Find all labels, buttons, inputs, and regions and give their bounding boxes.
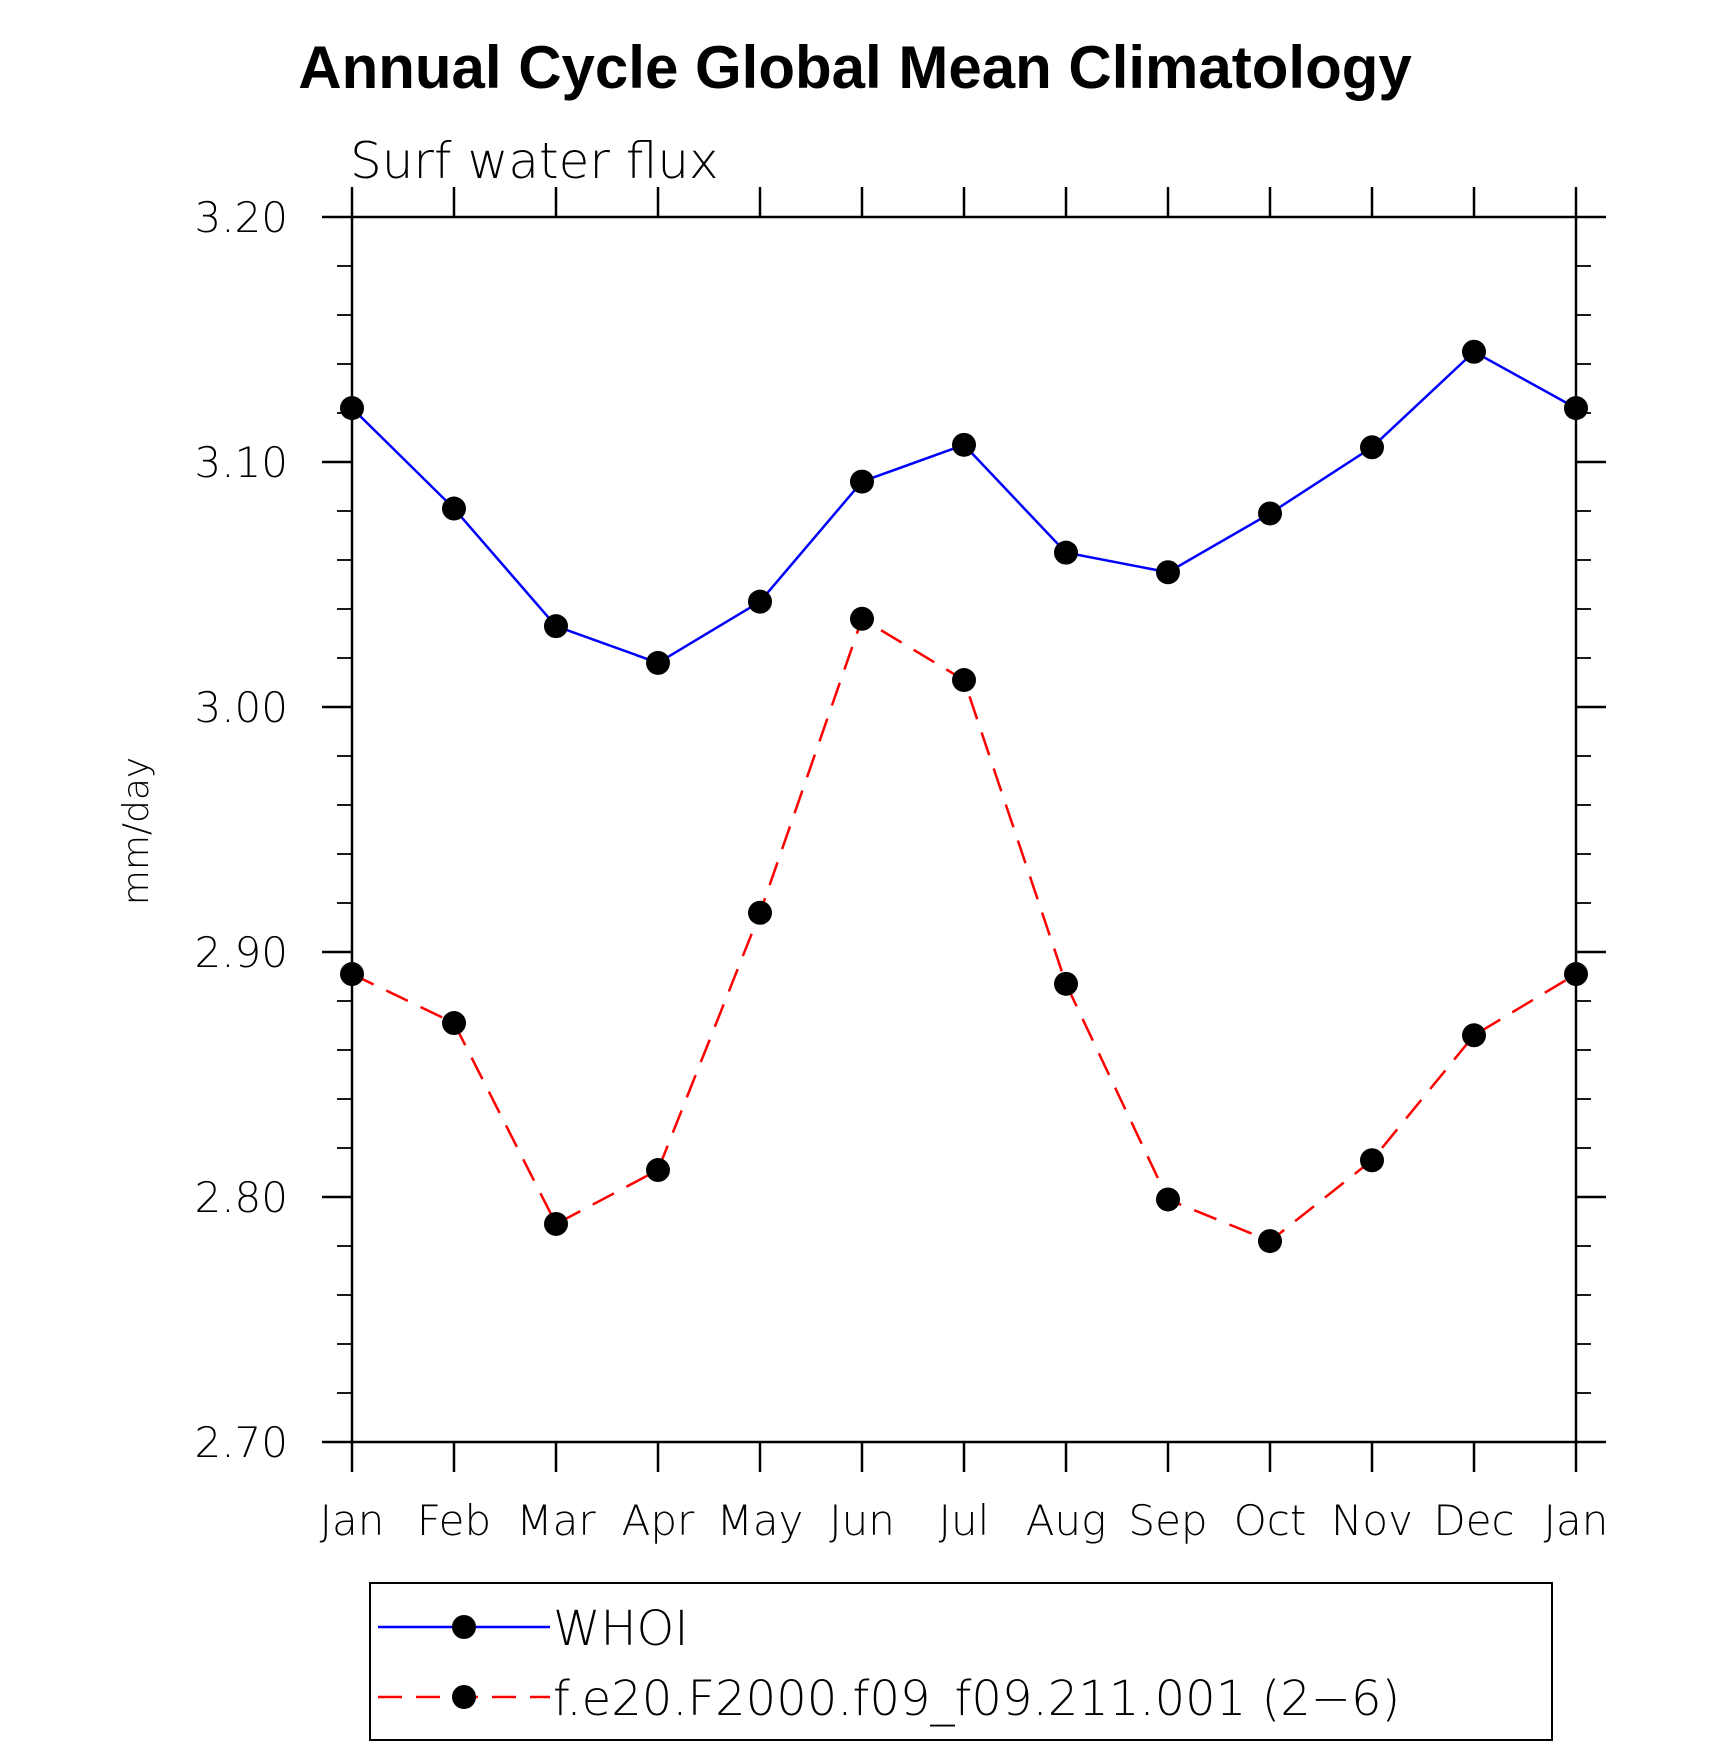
x-tick-label: Jun — [829, 1496, 895, 1545]
series-point-1 — [1360, 1148, 1384, 1173]
series-point-0 — [1462, 339, 1486, 364]
y-axis-label: mm/day — [116, 757, 157, 905]
series-point-1 — [646, 1158, 670, 1183]
x-tick-label: Apr — [622, 1496, 695, 1545]
legend-label-model: f.e20.F2000.f09_f09.211.001 (2−6) — [553, 1671, 1400, 1727]
series-point-1 — [1564, 962, 1588, 987]
series-point-1 — [748, 900, 772, 925]
plot-frame — [350, 215, 1578, 1444]
x-tick-label: Nov — [1331, 1496, 1413, 1545]
series-point-0 — [850, 469, 874, 494]
series-point-0 — [1258, 501, 1282, 526]
series-line-1 — [351, 616, 1577, 1243]
y-tick-label: 3.20 — [194, 193, 288, 242]
series-line-0 — [351, 350, 1577, 665]
series-point-1 — [340, 962, 364, 987]
series-point-1 — [1054, 971, 1078, 996]
legend: WHOI f.e20.F2000.f09_f09.211.001 (2−6) — [369, 1582, 1553, 1741]
series-point-1 — [544, 1211, 568, 1236]
axes — [322, 187, 1606, 1472]
series-point-0 — [1360, 435, 1384, 460]
x-tick-label: Jan — [1544, 1496, 1609, 1545]
series-point-0 — [340, 396, 364, 421]
x-tick-labels: Jan Feb Mar Apr May Jun Jul Aug Sep Oct Nov Dec Jan — [320, 1496, 1609, 1545]
series-point-1 — [1156, 1187, 1180, 1212]
series-point-1 — [1258, 1229, 1282, 1254]
x-tick-label: Jul — [939, 1496, 990, 1545]
series-point-0 — [442, 496, 466, 521]
series-point-0 — [1156, 560, 1180, 585]
series-point-1 — [1462, 1023, 1486, 1048]
series-point-0 — [952, 432, 976, 457]
legend-marker-whoi — [452, 1615, 476, 1639]
y-tick-label: 3.00 — [194, 683, 288, 732]
series-point-1 — [850, 606, 874, 631]
x-tick-label: Dec — [1433, 1496, 1514, 1545]
y-tick-label: 2.90 — [194, 928, 288, 977]
plot-series — [340, 339, 1588, 1254]
x-tick-label: Sep — [1128, 1496, 1207, 1545]
series-point-0 — [544, 614, 568, 639]
x-tick-label: Mar — [516, 1496, 596, 1545]
x-tick-label: Jan — [320, 1496, 385, 1545]
series-point-1 — [442, 1011, 466, 1036]
y-tick-labels: 2.70 2.80 2.90 3.00 3.10 3.20 — [194, 193, 288, 1467]
y-tick-label: 2.70 — [194, 1418, 288, 1467]
series-point-0 — [1054, 540, 1078, 565]
y-tick-label: 3.10 — [194, 438, 288, 487]
x-tick-label: May — [717, 1496, 804, 1545]
series-point-0 — [1564, 396, 1588, 421]
x-tick-label: Oct — [1234, 1496, 1307, 1545]
legend-marker-model — [452, 1685, 476, 1709]
x-tick-label: Feb — [417, 1496, 491, 1545]
series-point-1 — [952, 668, 976, 693]
series-point-0 — [646, 650, 670, 675]
series-point-0 — [748, 589, 772, 614]
chart-title: Annual Cycle Global Mean Climatology — [298, 34, 1412, 101]
y-tick-label: 2.80 — [194, 1173, 288, 1222]
x-tick-label: Aug — [1026, 1496, 1107, 1545]
legend-label-whoi: WHOI — [553, 1601, 689, 1657]
legend-box — [369, 1582, 1553, 1741]
chart-subtitle: Surf water flux — [350, 132, 719, 190]
